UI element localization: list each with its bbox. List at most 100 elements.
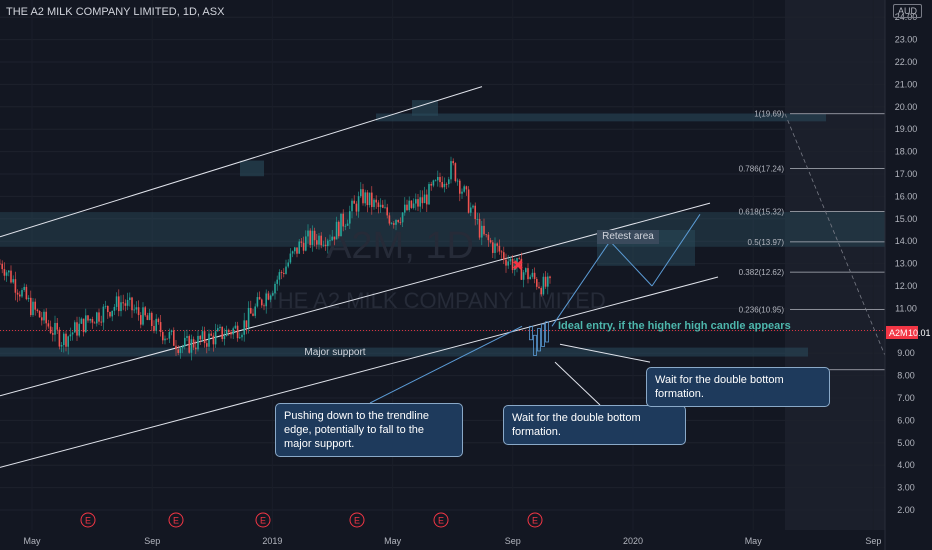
candle-body <box>522 272 525 280</box>
candle-body <box>445 183 448 185</box>
candle-body <box>384 207 386 209</box>
channel-lower <box>0 202 711 397</box>
candle-body <box>177 349 179 353</box>
candle-body <box>173 330 175 346</box>
candle-body <box>43 311 45 321</box>
earnings-marker-label: E <box>85 516 91 526</box>
currency-badge[interactable]: AUD <box>892 4 922 18</box>
candle-body <box>14 279 17 293</box>
major-support-zone <box>0 347 808 357</box>
y-tick-label: 4.00 <box>897 460 915 470</box>
y-tick-label: 16.00 <box>895 191 918 201</box>
candle-body <box>478 219 481 238</box>
candle-body <box>287 262 289 267</box>
retest-label: Retest area <box>597 230 659 244</box>
candle-body <box>291 251 294 254</box>
top-zone <box>376 113 826 122</box>
candle-body <box>355 203 358 212</box>
fib-label: 0.786(17.24) <box>739 165 785 174</box>
x-tick-label: May <box>745 536 763 546</box>
earnings-marker <box>527 512 543 528</box>
candle-body <box>148 312 151 320</box>
candle-body <box>234 325 237 329</box>
candle-body <box>58 329 61 347</box>
candle-body <box>27 297 30 300</box>
trend-channel[interactable] <box>0 86 719 468</box>
candle-body <box>228 329 230 333</box>
candle-body <box>219 326 221 329</box>
candle-body <box>192 339 195 348</box>
candle-body <box>302 242 305 251</box>
candle-body <box>329 240 331 242</box>
candle-body <box>247 307 250 328</box>
candle-body <box>168 332 171 339</box>
candle-body <box>494 243 496 253</box>
candle-body <box>531 272 534 277</box>
candle-body <box>456 180 459 182</box>
candle-body <box>298 241 300 254</box>
candle-body <box>481 225 483 238</box>
candle-body <box>203 331 206 344</box>
candle-body <box>267 293 270 300</box>
candle-body <box>382 204 384 208</box>
candle-body <box>166 338 168 340</box>
candle-body <box>410 200 413 208</box>
candle-body <box>309 230 311 245</box>
candle-body <box>320 235 322 246</box>
candle-body <box>549 276 551 279</box>
candle-body <box>140 315 142 325</box>
y-tick-label: 6.00 <box>897 415 915 425</box>
candle-body <box>346 223 349 226</box>
y-tick-label: 3.00 <box>897 483 915 493</box>
candle-body <box>144 307 146 316</box>
candle-body <box>206 343 208 347</box>
y-tick-label: 21.00 <box>895 79 918 89</box>
candle-body <box>36 309 39 311</box>
chart-title: THE A2 MILK COMPANY LIMITED, 1D, ASX <box>6 6 225 18</box>
candle-body <box>96 312 98 324</box>
price-tag: A2M 10.01 <box>886 326 931 339</box>
candle-body <box>441 182 443 188</box>
candle-body <box>318 235 320 245</box>
earnings-marker-label: E <box>532 516 538 526</box>
candle-body <box>366 192 369 206</box>
projected-candle <box>533 334 537 356</box>
candle-body <box>93 322 96 324</box>
candle-body <box>406 204 408 211</box>
candle-body <box>487 234 490 241</box>
candle-body <box>426 194 428 205</box>
candle-body <box>76 322 78 336</box>
candle-body <box>98 312 100 322</box>
candle-body <box>186 336 188 338</box>
candle-body <box>151 312 153 327</box>
candle-body <box>412 203 415 208</box>
candle-body <box>131 297 133 311</box>
candle-body <box>256 297 259 307</box>
candle-body <box>122 302 124 304</box>
candle-body <box>415 199 417 204</box>
candle-body <box>89 319 91 321</box>
candle-body <box>8 270 10 273</box>
y-tick-label: 7.00 <box>897 393 915 403</box>
candle-body <box>126 299 129 306</box>
fib-label: 0.236(10.95) <box>739 306 785 315</box>
candle-body <box>283 272 285 274</box>
candle-body <box>351 200 353 212</box>
candle-body <box>316 240 318 245</box>
candle-body <box>529 276 531 280</box>
candle-body <box>221 326 223 339</box>
candle-body <box>443 183 446 188</box>
candle-body <box>544 276 547 287</box>
candle-body <box>439 176 441 183</box>
candle-body <box>342 213 344 227</box>
fib-label: 0.618(15.32) <box>739 208 785 217</box>
x-tick-label: May <box>23 536 41 546</box>
y-tick-label: 8.00 <box>897 371 915 381</box>
candle-body <box>217 328 219 332</box>
candle-body <box>38 310 41 318</box>
candle-body <box>430 184 432 186</box>
candle-body <box>181 346 184 349</box>
future-zone <box>785 0 885 530</box>
candle-body <box>423 194 426 204</box>
